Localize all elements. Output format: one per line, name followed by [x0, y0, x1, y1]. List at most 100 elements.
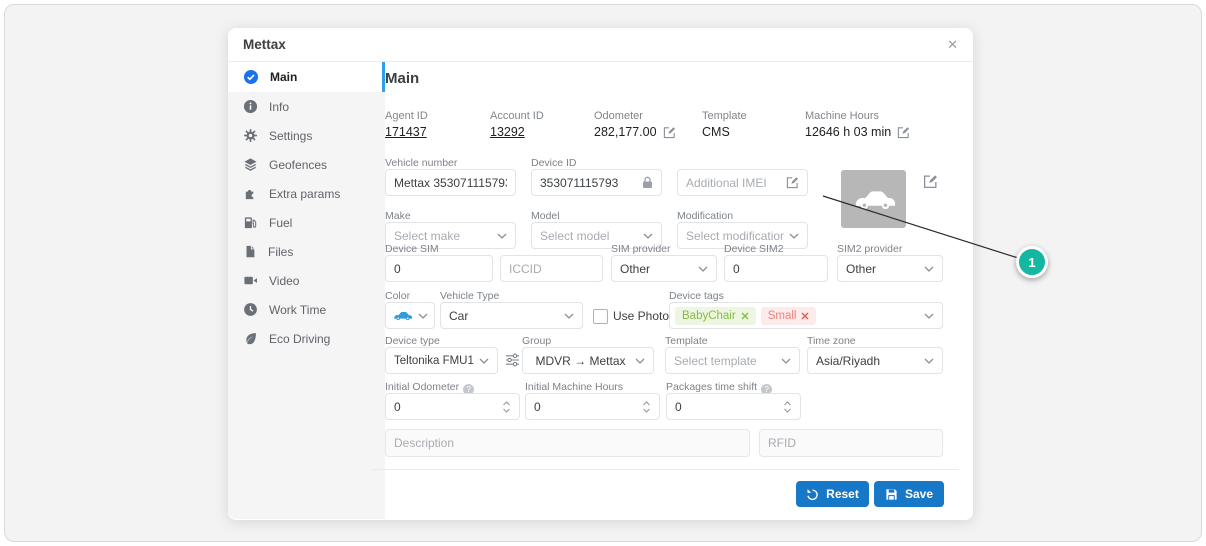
device-sim2-field[interactable] [724, 255, 828, 282]
sidebar: Main Info Settings Geofences Extra param… [228, 62, 385, 519]
packages-time-shift-input[interactable] [675, 399, 778, 414]
modal-header: Mettax ✕ [228, 28, 973, 62]
account-id-link[interactable]: 13292 [490, 125, 525, 139]
car-photo-icon [855, 191, 895, 210]
description-field[interactable] [385, 429, 750, 457]
time-zone-select[interactable]: Asia/Riyadh [807, 347, 943, 374]
use-photo-checkbox[interactable] [593, 309, 608, 324]
save-button[interactable]: Save [874, 481, 944, 507]
device-sim2-label: Device SIM2 [724, 243, 784, 255]
make-label: Make [385, 210, 411, 222]
edit-imei-icon[interactable] [786, 176, 799, 189]
packages-time-shift-label: Packages time shift? [666, 381, 773, 395]
modification-label: Modification [677, 210, 734, 222]
device-sim-field[interactable] [385, 255, 493, 282]
initial-odometer-input[interactable] [394, 399, 497, 414]
spinner-icon[interactable] [642, 400, 651, 414]
sidebar-item-label: Extra params [269, 186, 341, 201]
sidebar-item-info[interactable]: Info [228, 92, 385, 121]
additional-imei-field[interactable] [677, 169, 808, 196]
device-tags-field[interactable]: BabyChair Small [669, 302, 943, 329]
sidebar-item-label: Files [268, 244, 294, 259]
modal-title: Mettax [243, 37, 286, 52]
packages-time-shift-field[interactable] [666, 393, 801, 420]
help-icon[interactable]: ? [463, 384, 475, 395]
edit-machine-hours-icon[interactable] [897, 126, 910, 139]
file-icon [246, 245, 255, 258]
sidebar-item-label: Eco Driving [269, 331, 331, 346]
footer-divider [371, 469, 959, 470]
sim2-provider-label: SIM2 provider [837, 243, 903, 255]
spinner-icon[interactable] [502, 400, 511, 414]
modification-select[interactable]: Select modification [677, 222, 808, 249]
edit-odometer-icon[interactable] [663, 126, 676, 139]
sim2-provider-select[interactable]: Other [837, 255, 943, 282]
device-sim-input[interactable] [394, 261, 484, 276]
vehicle-number-input[interactable] [394, 175, 507, 190]
close-icon[interactable]: ✕ [947, 37, 958, 52]
model-select[interactable]: Select model [531, 222, 662, 249]
odometer-value: 282,177.00 [594, 125, 676, 139]
vehicle-type-select[interactable]: Car [440, 302, 583, 329]
account-id-label: Account ID [490, 110, 544, 122]
sidebar-item-main[interactable]: Main [228, 62, 385, 92]
odometer-label: Odometer [594, 110, 643, 122]
check-circle-icon [244, 70, 258, 84]
fuel-pump-icon [244, 217, 257, 229]
vehicle-photo-placeholder [841, 170, 906, 228]
machine-hours-value: 12646 h 03 min [805, 125, 910, 139]
help-icon[interactable]: ? [761, 384, 773, 395]
template-select[interactable]: Select template [665, 347, 800, 374]
sidebar-item-eco-driving[interactable]: Eco Driving [228, 324, 385, 353]
clock-icon [244, 303, 257, 316]
reset-icon [807, 488, 818, 500]
vehicle-number-field[interactable] [385, 169, 516, 196]
template-label: Template [702, 110, 747, 122]
rfid-input[interactable] [768, 436, 934, 450]
additional-imei-input[interactable] [686, 175, 781, 190]
group-select[interactable]: MDVR → Mettax [522, 347, 654, 374]
vehicle-type-label: Vehicle Type [440, 290, 500, 302]
sidebar-item-label: Geofences [269, 157, 328, 172]
group-label: Group [522, 335, 552, 347]
initial-odometer-field[interactable] [385, 393, 520, 420]
initial-odometer-label: Initial Odometer? [385, 381, 475, 395]
sidebar-item-work-time[interactable]: Work Time [228, 295, 385, 324]
chevron-down-icon [781, 358, 791, 364]
remove-tag-icon[interactable] [741, 312, 749, 320]
device-params-icon[interactable] [505, 353, 520, 367]
initial-machine-hours-field[interactable] [525, 393, 660, 420]
sidebar-item-video[interactable]: Video [228, 266, 385, 295]
sidebar-item-geofences[interactable]: Geofences [228, 150, 385, 179]
device-sim-label: Device SIM [385, 243, 439, 255]
sim-provider-select[interactable]: Other [611, 255, 717, 282]
sidebar-item-label: Info [269, 99, 290, 114]
color-select[interactable] [385, 302, 435, 329]
page-title: Main [385, 70, 420, 87]
iccid-field[interactable] [500, 255, 603, 282]
iccid-input[interactable] [509, 261, 594, 276]
chevron-down-icon [479, 358, 489, 364]
device-tags-label: Device tags [669, 290, 724, 302]
sidebar-item-label: Main [270, 70, 298, 84]
make-select[interactable]: Select make [385, 222, 516, 249]
use-photo-label: Use Photo [613, 309, 670, 323]
remove-tag-icon[interactable] [801, 312, 809, 320]
sidebar-item-settings[interactable]: Settings [228, 121, 385, 150]
reset-button[interactable]: Reset [796, 481, 869, 507]
sidebar-item-fuel[interactable]: Fuel [228, 208, 385, 237]
spinner-icon[interactable] [783, 400, 792, 414]
rfid-field[interactable] [759, 429, 943, 457]
description-input[interactable] [394, 436, 741, 450]
device-id-input[interactable] [540, 175, 637, 190]
agent-id-link[interactable]: 171437 [385, 125, 427, 139]
edit-photo-icon[interactable] [923, 174, 938, 189]
sidebar-item-extra-params[interactable]: Extra params [228, 179, 385, 208]
device-type-select[interactable]: Teltonika FMU125 [385, 347, 498, 374]
modal-body: Main Info Settings Geofences Extra param… [228, 62, 973, 519]
initial-machine-hours-input[interactable] [534, 399, 637, 414]
device-sim2-input[interactable] [733, 261, 819, 276]
chevron-down-icon [418, 313, 428, 319]
device-id-field[interactable] [531, 169, 662, 196]
sidebar-item-files[interactable]: Files [228, 237, 385, 266]
